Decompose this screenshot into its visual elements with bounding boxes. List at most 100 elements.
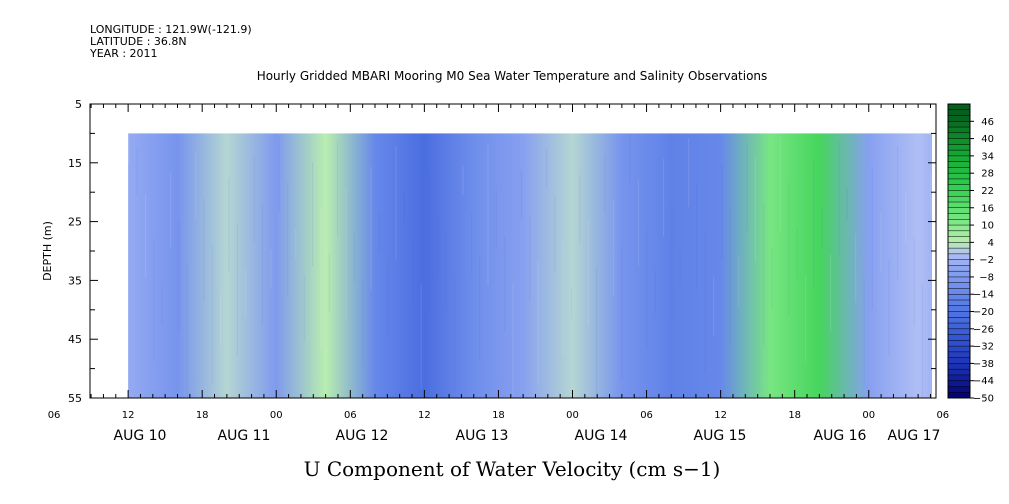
x-day-label: AUG 14 (575, 428, 628, 444)
heatmap-streak (846, 187, 848, 220)
colorbar-swatch (948, 317, 970, 324)
heatmap-streak (278, 136, 280, 213)
heatmap-streak (880, 212, 882, 273)
heatmap-streak (930, 171, 932, 214)
colorbar-swatch (948, 311, 970, 318)
heatmap-streak (813, 162, 815, 286)
x-hour-label: 12 (122, 410, 135, 421)
heatmap-streak (462, 165, 464, 196)
colorbar-swatch (948, 173, 970, 180)
heatmap-streak (378, 212, 380, 253)
x-hour-label: 06 (936, 410, 949, 421)
x-hour-label: 00 (862, 410, 875, 421)
x-hour-label: 18 (492, 410, 505, 421)
colorbar-level-label: −14 (973, 290, 994, 301)
heatmap-streak (470, 211, 472, 279)
heatmap-streak (228, 177, 230, 272)
colorbar-swatch (948, 363, 970, 370)
x-hour-label: 12 (714, 410, 727, 421)
heatmap-streak (370, 166, 372, 290)
colorbar-swatch (948, 109, 970, 116)
colorbar-level-label: 16 (981, 203, 994, 214)
heatmap-streak (788, 182, 790, 316)
heatmap-streak (487, 144, 489, 286)
colorbar-swatch (948, 357, 970, 364)
x-hour-label: 06 (640, 410, 653, 421)
colorbar-level-label: −8 (979, 272, 994, 283)
heatmap-streak (671, 204, 673, 320)
heatmap-streak (654, 271, 656, 313)
heatmap-streak (571, 287, 573, 319)
heatmap-streak (871, 166, 873, 310)
heatmap-streak (704, 230, 706, 374)
heatmap-streak (512, 282, 514, 398)
heatmap-streak (395, 146, 397, 261)
heatmap-streak (420, 284, 422, 390)
x-hour-label: 00 (566, 410, 579, 421)
heatmap-streak (303, 274, 305, 342)
colorbar-swatch (948, 374, 970, 382)
heatmap-streak (320, 208, 322, 349)
heatmap-streak (445, 231, 447, 308)
colorbar-level-label: −32 (973, 342, 994, 353)
heatmap-streak (821, 208, 823, 249)
heatmap-streak (587, 220, 589, 326)
x-axis-title: U Component of Water Velocity (cm s−1) (304, 457, 721, 481)
colorbar-level-label: −50 (973, 394, 994, 405)
heatmap-streak (529, 216, 531, 302)
heatmap-streak (144, 193, 146, 278)
heatmap-streak (646, 225, 648, 350)
heatmap-streak (804, 274, 807, 362)
colorbar-swatch (948, 294, 970, 301)
colorbar-swatch (948, 127, 970, 134)
colorbar-swatch (948, 150, 970, 157)
colorbar-swatch (948, 121, 970, 128)
heatmap-streak (713, 276, 715, 337)
x-hour-label: 00 (270, 410, 283, 421)
y-axis-labels: 5 15 25 35 45 55 (68, 98, 82, 405)
colorbar-swatch (948, 328, 970, 335)
colorbar-swatch (948, 369, 970, 376)
colorbar-level-label: −38 (973, 359, 994, 370)
colorbar-swatch (948, 178, 970, 186)
heatmap-streak (128, 133, 130, 164)
colorbar-level-label: −26 (973, 324, 994, 335)
heatmap-streak (253, 157, 255, 243)
colorbar-frame (947, 103, 971, 399)
colorbar-swatch (948, 155, 970, 162)
heatmap-streak (136, 147, 138, 195)
heatmap-streak (696, 184, 698, 291)
colorbar-swatch (948, 305, 970, 312)
x-hour-label: 12 (418, 410, 431, 421)
heatmap-streak (412, 238, 414, 307)
longitude-label: LONGITUDE : 121.9W(-121.9) (90, 23, 252, 36)
x-hour-label: 06 (48, 410, 61, 421)
colorbar-level-label: −44 (973, 376, 994, 387)
heatmap-streak (939, 218, 940, 297)
y-tick-label: 25 (68, 216, 82, 229)
heatmap-streak (771, 249, 773, 309)
x-day-label: AUG 11 (218, 428, 271, 444)
x-day-label: AUG 15 (694, 428, 747, 444)
colorbar-swatch (948, 167, 970, 174)
heatmap-streak (403, 192, 406, 224)
y-tick-label: 55 (68, 392, 82, 405)
colorbar-level-label: 46 (981, 117, 994, 128)
heatmap-streak (579, 174, 581, 243)
heatmap-streak (211, 244, 213, 385)
colorbar-swatch (948, 138, 970, 145)
heatmap-streak (245, 269, 247, 318)
colorbar-swatch (948, 351, 970, 358)
heatmap-streak (863, 279, 865, 386)
heatmap-streak (1006, 268, 1007, 403)
heatmap-streak (545, 149, 548, 190)
colorbar-swatch (948, 380, 970, 387)
heatmap-streak (763, 203, 765, 346)
heatmap-streak (796, 228, 798, 279)
colorbar-swatch (948, 323, 970, 330)
heatmap-streak (554, 195, 556, 273)
y-axis-title: DEPTH (m) (41, 221, 54, 281)
colorbar-level-label: −2 (979, 255, 994, 266)
heatmap-streak (596, 266, 598, 398)
colorbar-level-label: 4 (988, 238, 994, 249)
